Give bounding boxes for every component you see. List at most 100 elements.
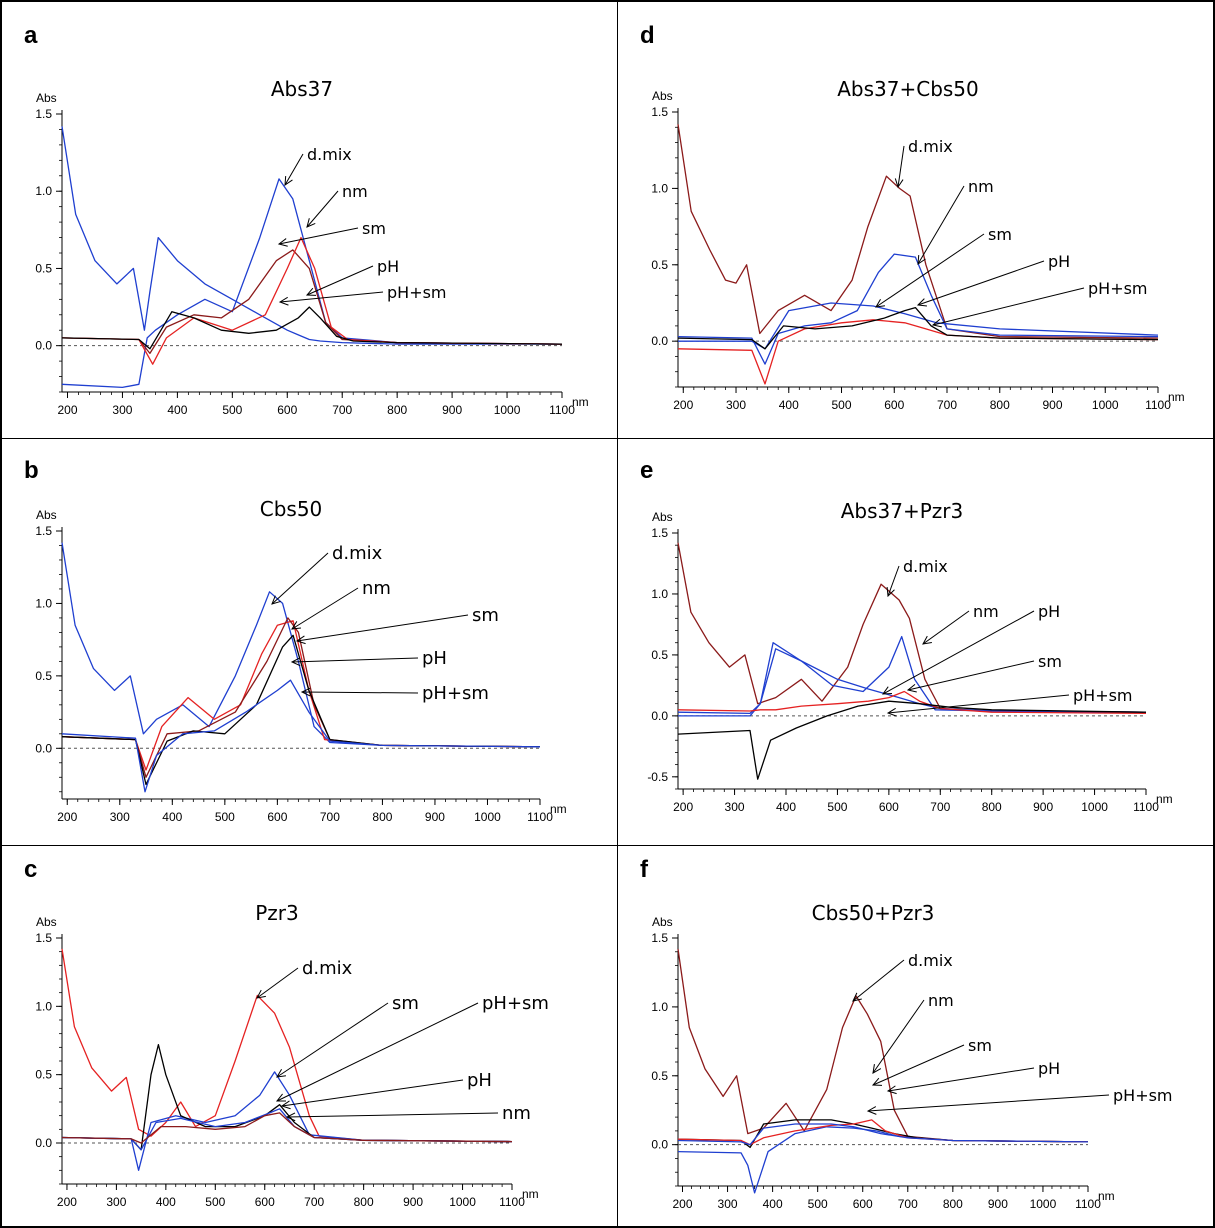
series-line-4 [61,1108,513,1151]
x-tick-label: 600 [884,398,904,412]
annotation-label: nm [502,1103,531,1124]
annotation-label: d.mix [302,958,353,979]
y-tick-label: 1.5 [35,107,52,121]
panel-d: d Abs37+Cbs50 0.0 0.5 1.0 1.5 Abs 200 300 400 500 6… [618,2,1213,438]
x-tick-label: 200 [57,403,77,417]
x-tick-label: 500 [215,810,235,824]
annotation-arrowhead [277,238,288,247]
y-tick-label: 1.0 [651,1000,668,1014]
y-tick-label: 1.5 [651,526,668,540]
annotation-label: pH [422,648,447,669]
chart-svg: -0.5 0.0 0.5 1.0 1.5 Abs 200 300 400 500 600 700 800… [647,510,1172,814]
annotation-arrow [897,145,905,188]
annotation-arrow [875,233,985,308]
x-tick-label: 400 [779,398,799,412]
y-tick-label: 0.5 [35,1068,52,1082]
chart-svg: 0.0 0.5 1.0 1.5 Abs 200 300 400 500 600 700 800 900 1… [35,91,588,417]
panel-c: c Pzr3 0.0 0.5 1.0 1.5 Abs 200 300 400 500 600 700 80… [2,846,617,1226]
annotation-arrowhead [886,586,895,598]
y-tick-label: 0.0 [651,709,668,723]
x-tick-label: 900 [403,1195,423,1209]
annotation-arrow [296,614,469,642]
frame-row1-divider [0,438,1215,439]
series-line-3 [678,648,1147,717]
annotation-label: sm [362,219,386,238]
annotation-arrowhead [295,635,306,645]
x-tick-label: 300 [726,398,746,412]
panel-title: Abs37+Cbs50 [837,77,979,101]
x-tick-label: 700 [332,403,352,417]
annotation-arrow [882,610,1035,695]
x-tick-label: 200 [673,800,693,814]
x-tick-label: 300 [725,800,745,814]
chart-svg: 0.0 0.5 1.0 1.5 Abs 200 300 400 500 600 700 800 900 1… [651,915,1173,1211]
panel-e: e Abs37+Pzr3 -0.5 0.0 0.5 1.0 1.5 Abs 200 300 400 5… [618,439,1213,845]
frame-mid-vertical [617,0,618,1228]
annotation-arrowhead [306,218,316,228]
annotation-label: pH [377,257,399,276]
annotation-label: pH [1048,252,1070,271]
annotation-arrowhead [881,686,893,695]
x-tick-label: 200 [673,398,693,412]
x-tick-label: 600 [853,1197,873,1211]
series-line-2 [61,178,563,389]
annotation-arrowhead [917,254,926,265]
annotation-label: d.mix [307,145,352,164]
y-tick-label: 0.5 [35,261,52,275]
annotation-arrowhead [852,992,862,1002]
annotation-label: d.mix [903,557,948,576]
series-line-5 [677,700,1147,780]
x-tick-label: 500 [832,398,852,412]
annotation-arrowhead [872,1064,882,1074]
annotation-label: pH+sm [1113,1086,1173,1105]
x-tick-label: 1100 [527,810,553,824]
x-tick-label: 300 [106,1195,126,1209]
x-tick-label: 1100 [1145,398,1171,412]
annotation-arrow [279,291,384,303]
annotation-arrow [291,657,419,663]
annotation-arrowhead [284,175,293,186]
annotation-arrowhead [276,1068,286,1078]
annotation-arrowhead [285,1112,296,1122]
annotation-arrow [917,185,965,265]
y-tick-label: 1.5 [35,524,52,538]
annotation-arrow [278,227,359,245]
annotation-label: pH [1038,602,1060,621]
panel-title: Abs37+Pzr3 [840,499,964,523]
y-tick-label: 0.5 [651,648,668,662]
x-tick-label: 900 [425,810,445,824]
x-tick-label: 400 [162,810,182,824]
y-tick-label: 0.0 [35,741,52,755]
series-line-1 [61,542,541,748]
x-tick-label: 300 [112,403,132,417]
panel-label: d [640,22,655,49]
annotation-arrow [907,660,1035,691]
x-tick-label: 1000 [1081,800,1108,814]
y-axis-label: Abs [36,508,57,522]
x-tick-label: 900 [442,403,462,417]
panel-label: b [24,457,39,484]
annotation-arrow [887,1067,1035,1092]
x-tick-label: 1100 [1133,800,1159,814]
x-tick-label: 800 [354,1195,374,1209]
x-tick-label: 700 [930,800,950,814]
y-axis-label: Abs [652,510,673,524]
x-tick-label: 1000 [1030,1197,1057,1211]
annotation-arrow [284,153,304,186]
series-line-5 [61,1112,513,1144]
x-tick-label: 600 [267,810,287,824]
annotation-arrow [306,190,339,228]
x-tick-label: 500 [808,1197,828,1211]
x-tick-label: 500 [222,403,242,417]
annotation-arrowhead [275,1093,287,1102]
x-tick-label: 800 [387,403,407,417]
x-tick-label: 1100 [549,403,575,417]
annotation-arrow [291,587,359,630]
x-axis-unit: nm [522,1187,539,1201]
annotation-arrow [867,1094,1110,1112]
annotation-arrowhead [278,296,289,306]
y-tick-label: 0.5 [651,1069,668,1083]
annotation-arrow [852,959,905,1002]
y-tick-label: 0.0 [35,1136,52,1150]
